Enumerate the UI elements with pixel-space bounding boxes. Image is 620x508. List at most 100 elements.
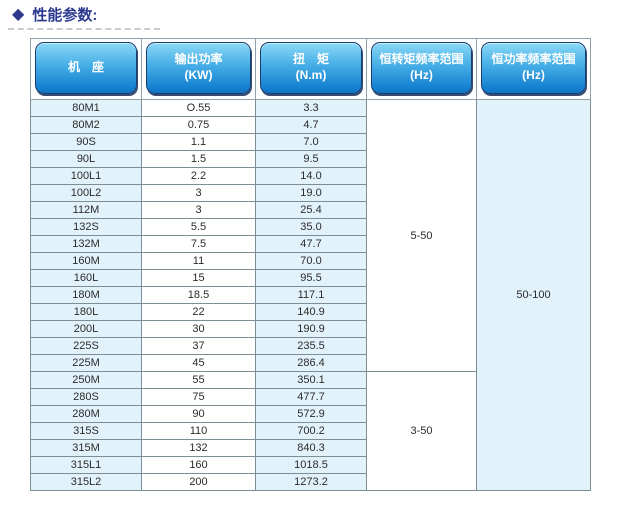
cell-frame-size: 90L [30, 150, 142, 168]
cell-output-power: 11 [141, 252, 256, 270]
cell-torque: 572.9 [255, 405, 367, 423]
cell-output-power: 30 [141, 320, 256, 338]
table-row: 225M 45 286.4 [30, 354, 591, 372]
cell-torque: 190.9 [255, 320, 367, 338]
cell-frame-size: 100L1 [30, 167, 142, 185]
cell-torque: 47.7 [255, 235, 367, 253]
col-header-frame-size: 机 座 [30, 38, 142, 100]
col-header-output-power: 输出功率 (KW) [141, 38, 256, 100]
col-header-unit: (KW) [184, 68, 213, 82]
cell-torque: 14.0 [255, 167, 367, 185]
cell-torque: 4.7 [255, 116, 367, 134]
cell-torque: 350.1 [255, 371, 367, 389]
section-title: ◆ 性能参数: [12, 4, 97, 25]
cell-output-power: 1.5 [141, 150, 256, 168]
cell-output-power: 1.1 [141, 133, 256, 151]
cell-output-power: 45 [141, 354, 256, 372]
col-header-output-power-button: 输出功率 (KW) [146, 42, 251, 94]
cell-torque: 35.0 [255, 218, 367, 236]
table-row: 90S 1.1 7.0 [30, 133, 591, 151]
table-row: 132S 5.5 35.0 [30, 218, 591, 236]
col-header-label: 恒功率频率范围 [491, 52, 576, 67]
cell-output-power: 37 [141, 337, 256, 355]
cell-torque: 25.4 [255, 201, 367, 219]
dashed-divider [8, 28, 160, 30]
cell-output-power: 2.2 [141, 167, 256, 185]
col-header-frame-size-button: 机 座 [35, 42, 137, 94]
cell-frame-size: 250M [30, 371, 142, 389]
table-row: 250M 55 350.1 3-50 [30, 371, 591, 491]
table-row: 315L2 200 1273.2 [30, 473, 591, 491]
col-header-constant-power-freq-range-button: 恒功率频率范围 (Hz) [481, 42, 586, 94]
cell-torque: 9.5 [255, 150, 367, 168]
cell-frame-size: 180M [30, 286, 142, 304]
cell-torque: 3.3 [255, 99, 367, 117]
section-title-text: 性能参数: [32, 7, 98, 24]
table-body: 80M1 O.55 3.3 5-50 50-100 80M2 0.75 4.7 90S 1.1 7.… [30, 99, 591, 491]
cell-torque: 700.2 [255, 422, 367, 440]
col-header-unit: (Hz) [522, 68, 545, 82]
cell-frame-size: 80M1 [30, 99, 142, 117]
cell-constant-torque-freq-range: 5-50 [366, 99, 477, 372]
table-row: 280S 75 477.7 [30, 388, 591, 406]
cell-frame-size: 160L [30, 269, 142, 287]
cell-torque: 1273.2 [255, 473, 367, 491]
cell-torque: 235.5 [255, 337, 367, 355]
cell-output-power: 3 [141, 184, 256, 202]
cell-torque: 1018.5 [255, 456, 367, 474]
cell-frame-size: 80M2 [30, 116, 142, 134]
cell-frame-size: 315M [30, 439, 142, 457]
cell-frame-size: 315S [30, 422, 142, 440]
col-header-unit: (N.m) [295, 68, 327, 82]
cell-frame-size: 280S [30, 388, 142, 406]
cell-torque: 117.1 [255, 286, 367, 304]
cell-output-power: 5.5 [141, 218, 256, 236]
table-row: 132M 7.5 47.7 [30, 235, 591, 253]
table-row: 100L1 2.2 14.0 [30, 167, 591, 185]
col-header-constant-torque-freq-range: 恒转矩频率范围 (Hz) [366, 38, 477, 100]
cell-output-power: 200 [141, 473, 256, 491]
table-row: 315L1 160 1018.5 [30, 456, 591, 474]
table-row: 200L 30 190.9 [30, 320, 591, 338]
cell-frame-size: 315L1 [30, 456, 142, 474]
col-header-unit: (Hz) [410, 68, 433, 82]
cell-output-power: 22 [141, 303, 256, 321]
cell-constant-torque-freq-range: 3-50 [366, 371, 477, 491]
diamond-icon: ◆ [12, 5, 25, 23]
cell-torque: 477.7 [255, 388, 367, 406]
cell-frame-size: 90S [30, 133, 142, 151]
cell-output-power: 90 [141, 405, 256, 423]
table-row: 100L2 3 19.0 [30, 184, 591, 202]
cell-torque: 840.3 [255, 439, 367, 457]
cell-frame-size: 112M [30, 201, 142, 219]
table-row: 315S 110 700.2 [30, 422, 591, 440]
cell-frame-size: 100L2 [30, 184, 142, 202]
cell-frame-size: 160M [30, 252, 142, 270]
cell-torque: 7.0 [255, 133, 367, 151]
header-row: 机 座输出功率 (KW) 扭 矩 (N.m) 恒转矩频率范围 (Hz) 恒功率频率范围 (Hz… [30, 38, 591, 100]
cell-torque: 70.0 [255, 252, 367, 270]
cell-output-power: 15 [141, 269, 256, 287]
table-row: 180L 22 140.9 [30, 303, 591, 321]
cell-output-power: 75 [141, 388, 256, 406]
cell-output-power: 55 [141, 371, 256, 389]
cell-frame-size: 225S [30, 337, 142, 355]
cell-frame-size: 180L [30, 303, 142, 321]
table-row: 180M 18.5 117.1 [30, 286, 591, 304]
cell-output-power: 18.5 [141, 286, 256, 304]
cell-output-power: 132 [141, 439, 256, 457]
table-row: 80M1 O.55 3.3 5-50 50-100 [30, 99, 591, 491]
cell-frame-size: 225M [30, 354, 142, 372]
cell-torque: 95.5 [255, 269, 367, 287]
cell-frame-size: 280M [30, 405, 142, 423]
cell-frame-size: 315L2 [30, 473, 142, 491]
cell-output-power: 0.75 [141, 116, 256, 134]
cell-frame-size: 132M [30, 235, 142, 253]
table-header: 机 座输出功率 (KW) 扭 矩 (N.m) 恒转矩频率范围 (Hz) 恒功率频率范围 (Hz… [30, 38, 591, 100]
col-header-label: 机 座 [67, 60, 104, 75]
table-row: 315M 132 840.3 [30, 439, 591, 457]
col-header-constant-torque-freq-range-button: 恒转矩频率范围 (Hz) [371, 42, 472, 94]
col-header-torque-button: 扭 矩 (N.m) [260, 42, 362, 94]
col-header-label: 恒转矩频率范围 [379, 52, 464, 67]
